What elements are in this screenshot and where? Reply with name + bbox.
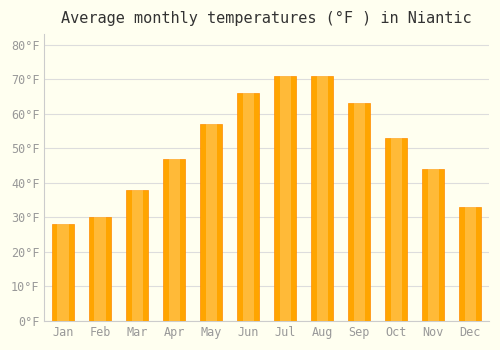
Bar xyxy=(348,103,370,321)
Bar xyxy=(58,224,68,321)
Bar xyxy=(390,138,402,321)
Bar xyxy=(132,190,142,321)
Bar xyxy=(465,207,476,321)
Title: Average monthly temperatures (°F ) in Niantic: Average monthly temperatures (°F ) in Ni… xyxy=(62,11,472,26)
Bar xyxy=(126,190,148,321)
Bar xyxy=(280,76,291,321)
Bar xyxy=(200,124,222,321)
Bar xyxy=(316,76,328,321)
Bar xyxy=(89,217,111,321)
Bar xyxy=(163,159,185,321)
Bar xyxy=(385,138,407,321)
Bar xyxy=(274,76,296,321)
Bar xyxy=(52,224,74,321)
Bar xyxy=(242,93,254,321)
Bar xyxy=(354,103,365,321)
Bar xyxy=(206,124,216,321)
Bar xyxy=(168,159,179,321)
Bar xyxy=(237,93,260,321)
Bar xyxy=(311,76,334,321)
Bar xyxy=(460,207,481,321)
Bar xyxy=(422,169,444,321)
Bar xyxy=(428,169,439,321)
Bar xyxy=(94,217,106,321)
